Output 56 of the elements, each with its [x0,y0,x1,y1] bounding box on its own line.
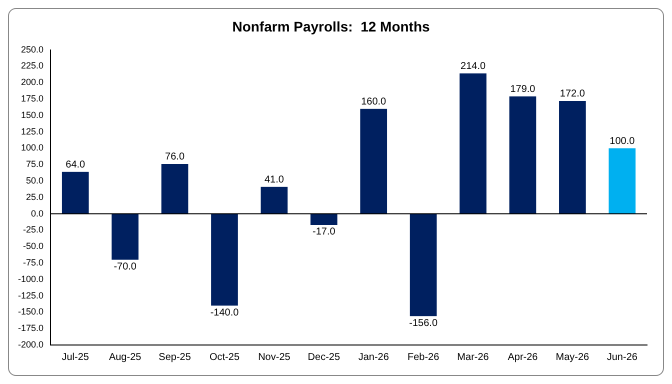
y-tick-label: -75.0 [23,257,44,268]
x-tick-label: Jun-26 [606,352,638,363]
data-label: 214.0 [460,61,486,72]
data-label: -70.0 [114,261,137,272]
x-tick-label: Feb-26 [407,352,440,363]
bar [112,214,138,260]
y-tick-label: 100.0 [20,142,44,153]
x-tick-label: Oct-25 [209,352,240,363]
y-tick-label: 50.0 [26,175,44,186]
y-tick-label: 225.0 [20,60,44,71]
data-label: 41.0 [264,174,284,186]
x-tick-label: Aug-25 [108,352,142,363]
data-label: 179.0 [510,84,536,96]
y-tick-label: 75.0 [26,159,44,170]
data-label: 76.0 [165,152,185,163]
x-tick-label: May-26 [556,352,590,363]
data-label: -140.0 [210,307,240,318]
bar [360,108,388,214]
data-label: 172.0 [560,88,586,100]
bar [62,172,89,214]
data-label: 100.0 [610,136,636,147]
data-label: 64.0 [66,160,86,171]
x-tick-label: Apr-26 [508,352,538,363]
y-tick-label: -175.0 [18,323,44,334]
x-tick-label: Sep-25 [158,352,192,363]
bar [559,100,586,214]
x-tick-label: Nov-25 [258,352,291,363]
y-tick-label: -25.0 [23,224,44,235]
y-tick-label: 250.0 [20,44,44,54]
bar [211,214,238,306]
bar [161,164,188,214]
y-tick-label: 175.0 [20,93,44,104]
y-tick-label: 0.0 [31,208,44,218]
bar [460,73,486,214]
y-tick-label: -50.0 [23,241,44,252]
y-tick-label: -125.0 [18,290,44,300]
chart-title: Nonfarm Payrolls: 12 Months [232,18,430,34]
bar [608,148,636,214]
x-tick-label: Jan-26 [358,352,390,363]
y-tick-label: -200.0 [18,339,44,350]
bar [260,186,288,214]
y-tick-label: 200.0 [20,77,44,88]
data-label: -156.0 [409,318,438,329]
data-label: -17.0 [312,226,336,238]
bar [310,214,338,225]
data-label: 160.0 [361,96,387,108]
x-tick-label: Jul-25 [62,352,90,363]
x-tick-label: Mar-26 [457,352,490,363]
y-tick-label: 125.0 [20,126,44,136]
bar [410,214,437,316]
y-tick-label: 150.0 [20,110,44,120]
x-tick-label: Dec-25 [308,352,340,363]
bar [509,96,536,214]
y-tick-label: -100.0 [18,274,44,284]
y-tick-label: 25.0 [26,192,44,202]
y-tick-label: -150.0 [18,306,44,317]
